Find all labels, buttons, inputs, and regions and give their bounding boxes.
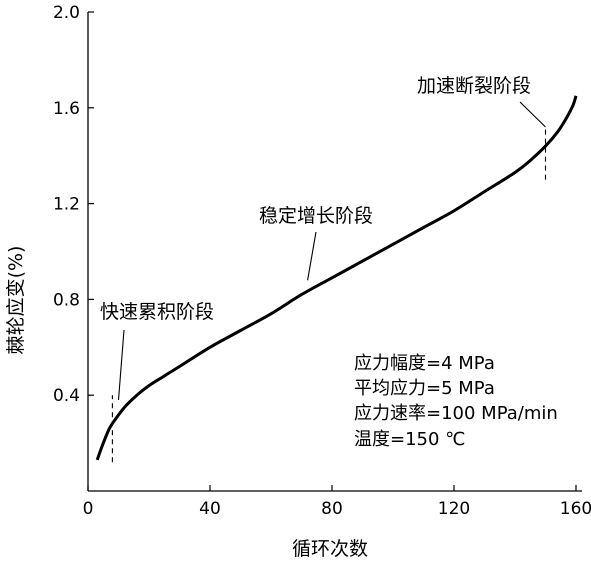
stage-label: 加速断裂阶段 bbox=[417, 75, 531, 97]
y-axis-ticks: 0.4 0.8 1.2 1.6 2.0 bbox=[53, 3, 94, 406]
x-tick-label: 160 bbox=[560, 499, 591, 519]
stage-labels: 快速累积阶段 稳定增长阶段 加速断裂阶段 bbox=[100, 75, 546, 401]
y-tick-label: 0.8 bbox=[53, 290, 80, 310]
y-tick-label: 0.4 bbox=[53, 386, 80, 406]
annotation-stress-amplitude: 应力幅度=4 MPa bbox=[354, 353, 495, 374]
x-axis-ticks: 0 40 80 120 160 bbox=[83, 485, 591, 519]
parameter-annotations: 应力幅度=4 MPa 平均应力=5 MPa 应力速率=100 MPa/min 温… bbox=[354, 353, 558, 450]
x-tick-label: 0 bbox=[83, 499, 94, 519]
ratchet-strain-curve bbox=[95, 95, 578, 461]
stage-label: 稳定增长阶段 bbox=[259, 205, 373, 227]
series-layer bbox=[95, 95, 578, 461]
x-tick-label: 40 bbox=[199, 499, 221, 519]
annotation-stress-rate: 应力速率=100 MPa/min bbox=[354, 403, 558, 424]
x-tick-label: 80 bbox=[321, 499, 343, 519]
stage-leader-line bbox=[519, 101, 546, 128]
x-axis-title: 循环次数 bbox=[292, 538, 368, 560]
annotation-mean-stress: 平均应力=5 MPa bbox=[354, 378, 495, 399]
stage-leader-line bbox=[117, 329, 125, 401]
y-tick-label: 2.0 bbox=[53, 3, 80, 23]
stage-boundaries bbox=[111, 126, 547, 463]
y-axis-title: 棘轮应变(%) bbox=[5, 246, 27, 355]
annotation-temperature: 温度=150 ℃ bbox=[354, 429, 465, 450]
plot-frame bbox=[87, 12, 582, 492]
y-tick-label: 1.2 bbox=[53, 195, 80, 215]
stage-leader-line bbox=[307, 231, 317, 281]
y-tick-label: 1.6 bbox=[53, 99, 80, 119]
stage-label: 快速累积阶段 bbox=[100, 301, 214, 323]
x-tick-label: 120 bbox=[438, 499, 470, 519]
